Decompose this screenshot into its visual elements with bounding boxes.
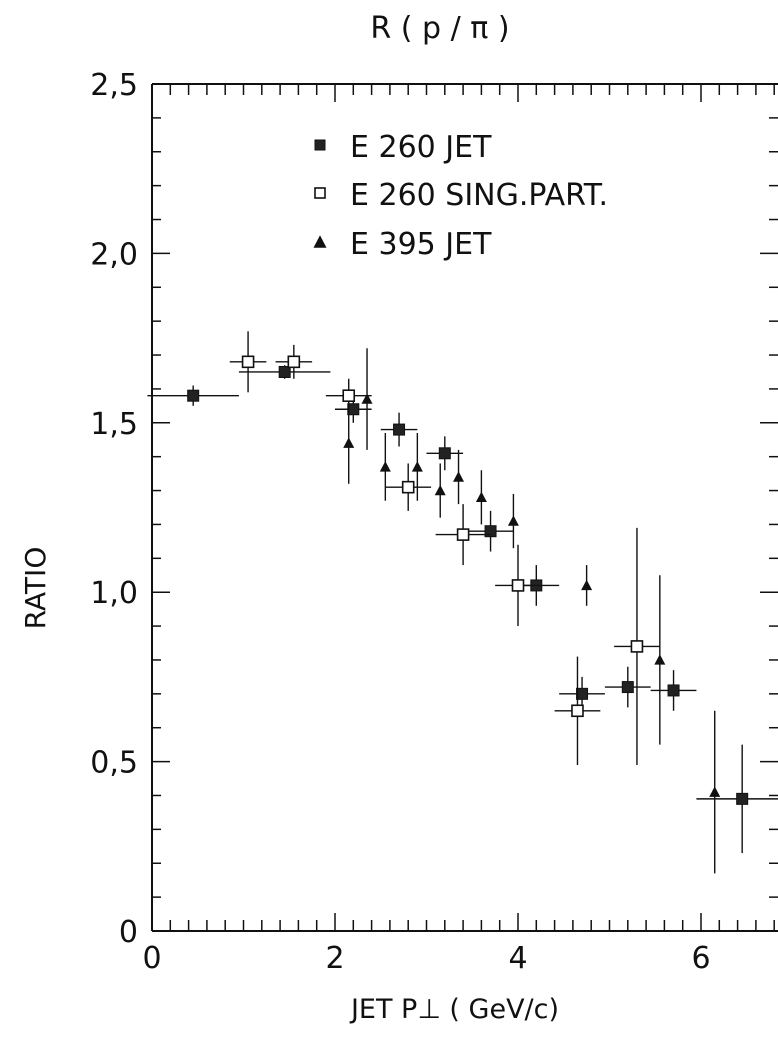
plot-frame	[151, 83, 778, 932]
y-tick-label: 2,0	[90, 237, 138, 272]
data-point-filled-square	[314, 139, 326, 151]
data-point-open-square	[401, 480, 415, 494]
x-tick-label: 4	[508, 941, 527, 976]
data-point-open-square	[456, 528, 470, 541]
data-point-triangle	[475, 491, 487, 503]
data-point-triangle	[507, 515, 519, 526]
data-point-filled-square	[484, 525, 497, 538]
data-point-triangle	[361, 393, 373, 404]
data-point-open-square	[342, 389, 356, 402]
data-point-filled-square	[736, 792, 749, 805]
legend-label: E 395 JET	[350, 227, 492, 262]
legend-item: E 395 JET	[313, 227, 492, 262]
data-point-open-square	[630, 640, 644, 653]
data-point-open-square	[241, 355, 255, 369]
data-point-filled-square	[278, 365, 291, 378]
legend-label: E 260 JET	[350, 130, 492, 165]
data-point-open-square	[287, 355, 301, 369]
x-tick-label: 0	[142, 941, 161, 976]
x-tick-labels: 0 2 4 6	[142, 941, 710, 976]
y-tick-labels: 0 0,5 1,0 1,5 2,0 2,5	[90, 68, 138, 950]
series-1	[229, 331, 660, 765]
data-point-triangle	[654, 654, 666, 665]
data-point-triangle	[313, 235, 327, 248]
data-point-filled-square	[187, 389, 200, 402]
x-tick-label: 2	[325, 941, 344, 976]
legend-label: E 260 SING.PART.	[350, 178, 608, 213]
y-tick-label: 0,5	[90, 746, 138, 781]
minor-ticks	[151, 83, 778, 932]
data-point-triangle	[581, 579, 593, 591]
data-point-filled-square	[667, 684, 680, 697]
data-point-open-square	[511, 579, 525, 592]
data-point-open-square	[571, 704, 584, 718]
x-axis-label: JET P⊥ ( GeV/c)	[349, 994, 559, 1025]
data-point-open-square	[314, 187, 326, 199]
data-point-triangle	[343, 437, 355, 448]
x-tick-label: 6	[691, 941, 710, 976]
data-point-filled-square	[621, 681, 634, 694]
series-0	[147, 365, 778, 854]
chart-title: R ( p / π )	[370, 11, 509, 46]
y-tick-label: 0	[119, 915, 138, 950]
y-tick-label: 2,5	[90, 68, 138, 103]
data-point-filled-square	[393, 423, 406, 436]
data-point-triangle	[434, 484, 446, 496]
legend-item: E 260 JET	[314, 130, 492, 165]
series-2	[343, 348, 721, 874]
y-tick-label: 1,0	[90, 576, 138, 611]
series-layer	[147, 331, 778, 874]
data-point-triangle	[709, 786, 721, 797]
y-tick-label: 1,5	[90, 407, 138, 442]
data-point-filled-square	[347, 403, 360, 416]
data-point-triangle	[379, 461, 391, 472]
data-point-triangle	[453, 471, 465, 482]
legend-item: E 260 SING.PART.	[314, 178, 608, 213]
y-axis-label: RATIO	[19, 547, 52, 630]
data-point-filled-square	[576, 687, 589, 700]
data-point-filled-square	[438, 447, 451, 460]
data-point-triangle	[411, 461, 423, 472]
legend: E 260 JET E 260 SING.PART. E 395 JET	[313, 130, 608, 262]
